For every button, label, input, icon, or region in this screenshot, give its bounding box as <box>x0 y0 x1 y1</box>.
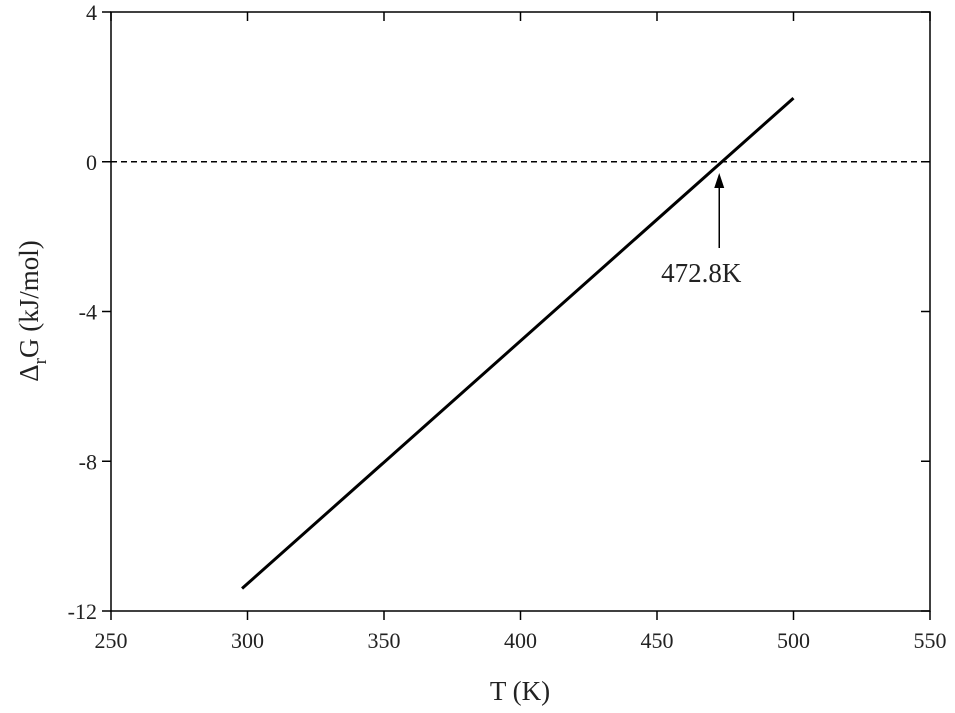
y-axis-label: ΔrG (kJ/mol) <box>14 240 51 381</box>
y-label-part: Δ <box>14 364 44 381</box>
x-tick-label: 250 <box>95 628 128 653</box>
y-tick-label: 4 <box>86 0 97 25</box>
x-tick-label: 450 <box>641 628 674 653</box>
y-label-sub: r <box>30 357 51 364</box>
data-line <box>241 96 795 590</box>
x-axis-label: T (K) <box>490 676 550 706</box>
x-tick-label: 400 <box>504 628 537 653</box>
y-tick-label: -12 <box>68 599 97 624</box>
annotation-arrowhead <box>714 173 725 188</box>
y-tick-label: 0 <box>86 150 97 175</box>
x-tick-label: 300 <box>231 628 264 653</box>
annotation-label: 472.8K <box>661 258 742 288</box>
y-label-part: G (kJ/mol) <box>14 240 44 358</box>
plot-frame <box>110 11 931 612</box>
y-tick-label: -4 <box>79 300 97 325</box>
x-tick-label: 350 <box>368 628 401 653</box>
x-tick-label: 550 <box>914 628 947 653</box>
y-tick-label: -8 <box>79 449 97 474</box>
x-tick-label: 500 <box>777 628 810 653</box>
